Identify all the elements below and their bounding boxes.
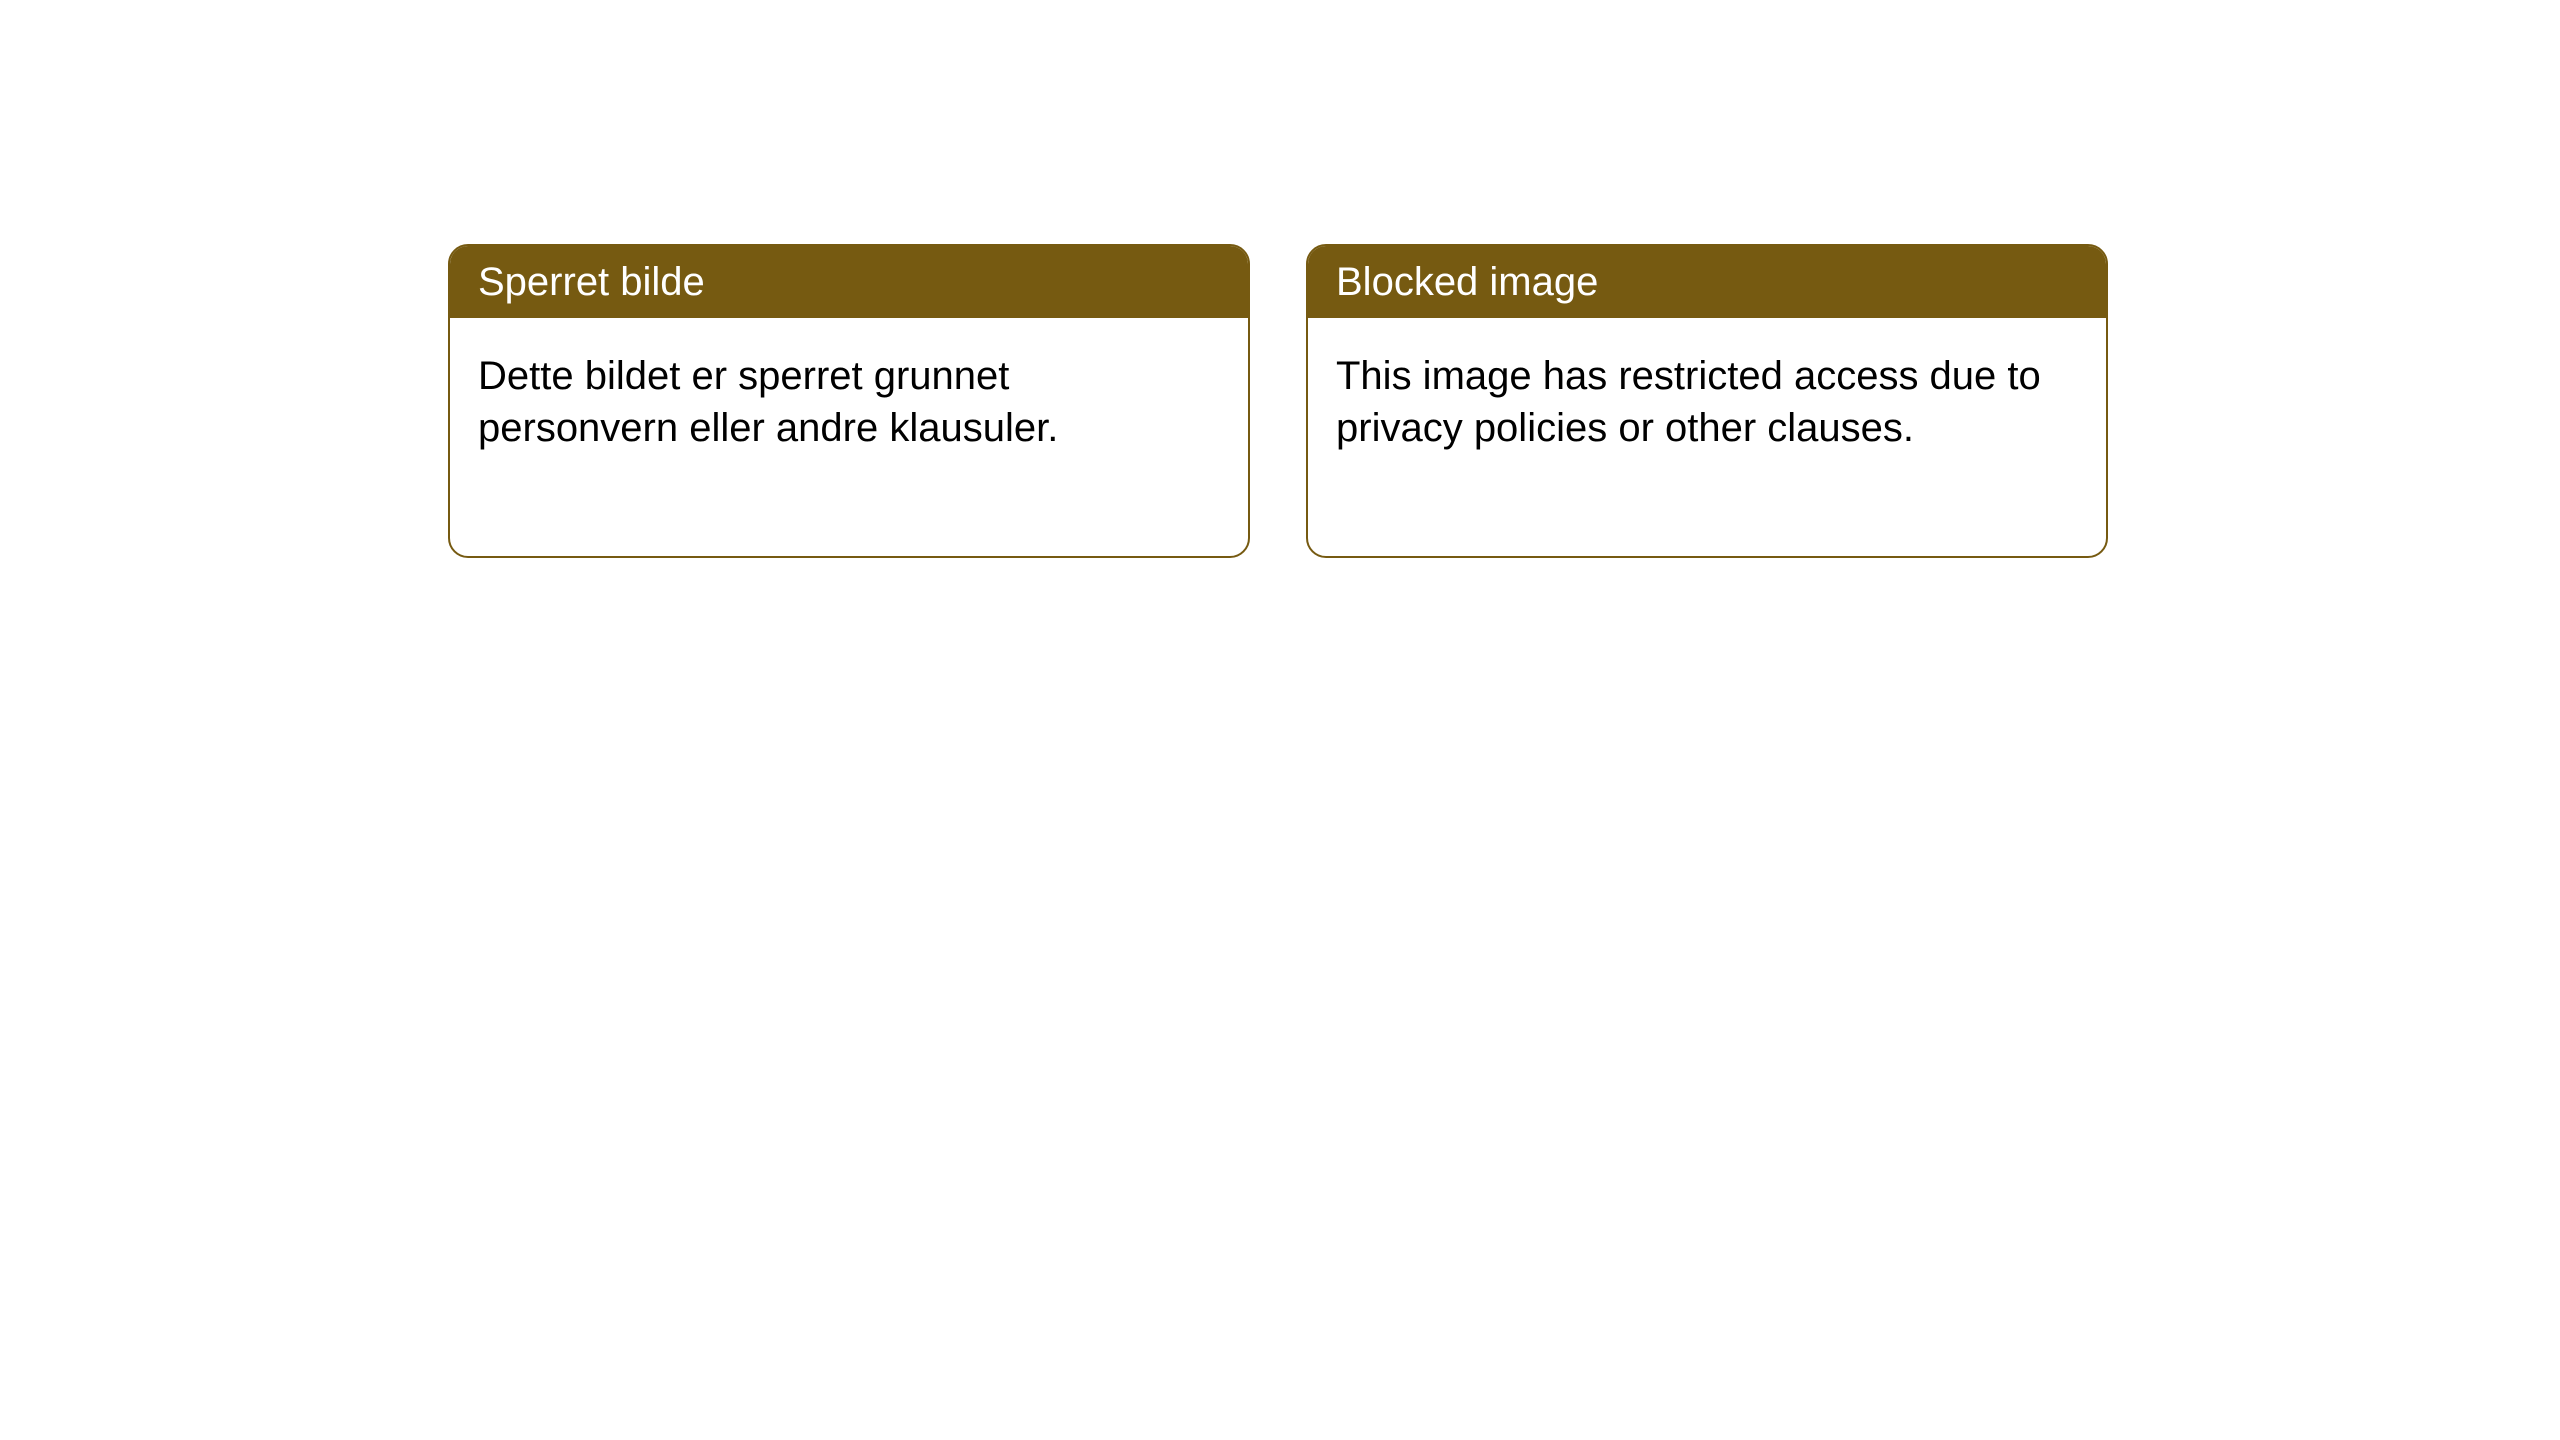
- blocked-image-panel-norwegian: Sperret bilde Dette bildet er sperret gr…: [448, 244, 1250, 558]
- blocked-image-panel-english: Blocked image This image has restricted …: [1306, 244, 2108, 558]
- panel-message-english: This image has restricted access due to …: [1308, 318, 2106, 556]
- panel-message-norwegian: Dette bildet er sperret grunnet personve…: [450, 318, 1248, 556]
- panel-title-norwegian: Sperret bilde: [450, 246, 1248, 318]
- notice-container: Sperret bilde Dette bildet er sperret gr…: [448, 244, 2108, 558]
- panel-title-english: Blocked image: [1308, 246, 2106, 318]
